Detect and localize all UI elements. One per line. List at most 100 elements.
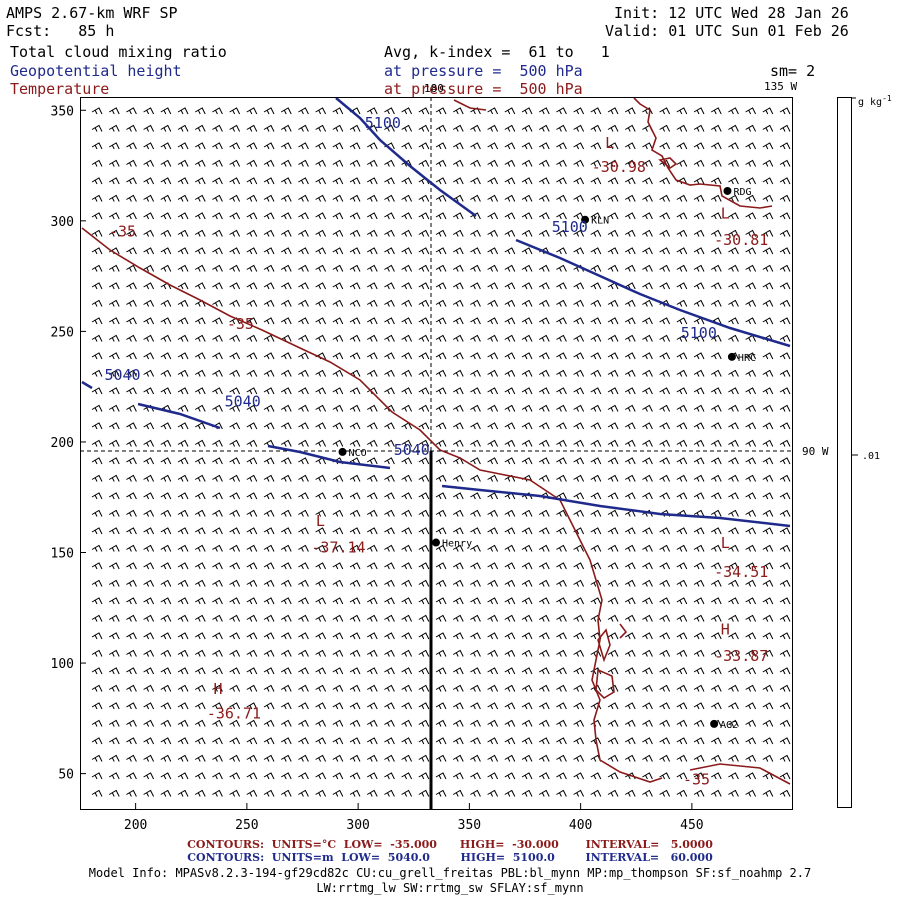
wind-barb: [194, 737, 206, 745]
wind-barb: [229, 544, 241, 552]
wind-barb: [212, 124, 223, 132]
wind-barb: [366, 369, 378, 377]
wind-barb: [401, 107, 413, 115]
wind-barb: [349, 684, 361, 692]
wind-barb: [745, 632, 757, 640]
wind-barb: [143, 702, 155, 710]
wind-barb: [108, 597, 120, 605]
wind-barb: [332, 632, 344, 640]
wind-barb: [659, 264, 671, 272]
wind-barb: [212, 317, 223, 325]
wind-barb: [710, 474, 722, 482]
wind-barb: [298, 264, 309, 272]
wind-barb: [212, 789, 223, 797]
wind-barb: [143, 369, 155, 377]
wind-barb: [298, 107, 309, 115]
wind-barb: [676, 369, 688, 377]
wind-barb: [315, 632, 327, 640]
wind-barb: [366, 229, 378, 237]
y-tick-label: 150: [51, 547, 74, 562]
wind-barb: [194, 544, 206, 552]
wind-barb: [693, 177, 705, 185]
wind-barb: [556, 597, 567, 605]
wind-barb: [556, 334, 567, 342]
wind-barb: [194, 369, 206, 377]
wind-barb: [745, 562, 757, 570]
wind-barb: [229, 404, 241, 412]
wind-barb: [452, 754, 464, 762]
wind-barb: [521, 719, 533, 727]
wind-barb: [366, 439, 378, 447]
wind-barb: [177, 404, 189, 412]
wind-barb: [263, 474, 275, 482]
wind-barb: [642, 667, 653, 675]
wind-barb: [676, 579, 688, 587]
wind-barb: [229, 579, 241, 587]
wind-barb: [538, 124, 550, 132]
forecast-hour: Fcst: 85 h: [6, 22, 115, 40]
wind-barb: [384, 334, 395, 342]
wind-barb: [659, 142, 671, 150]
wind-barb: [710, 369, 722, 377]
wind-barb: [194, 579, 206, 587]
wind-barb: [470, 124, 481, 132]
wind-barb: [607, 422, 619, 430]
wind-barb: [676, 124, 688, 132]
wind-barb: [487, 544, 499, 552]
wind-barb: [521, 544, 533, 552]
wind-barb: [160, 544, 172, 552]
wind-barb: [91, 754, 103, 762]
wind-barb: [452, 527, 464, 535]
wind-barb: [177, 212, 189, 220]
wind-barb: [538, 562, 550, 570]
wind-barb: [280, 229, 292, 237]
wind-barb: [280, 194, 292, 202]
wind-barb: [659, 579, 671, 587]
wind-barb: [263, 649, 275, 657]
wind-barb: [521, 562, 533, 570]
wind-barb: [624, 369, 636, 377]
wind-barb: [263, 719, 275, 727]
wind-barb: [246, 387, 258, 395]
wind-barb: [91, 247, 103, 255]
wind-barb: [298, 439, 309, 447]
wind-barb: [177, 282, 189, 290]
wind-barb: [590, 719, 602, 727]
wind-barb: [160, 509, 172, 517]
wind-barb: [676, 194, 688, 202]
wind-barb: [315, 142, 327, 150]
wind-barb: [194, 387, 206, 395]
wind-barb: [659, 107, 671, 115]
wind-barb: [246, 124, 258, 132]
wind-barb: [470, 439, 481, 447]
wind-barb: [573, 142, 585, 150]
wind-barb: [160, 334, 172, 342]
wind-barb: [452, 667, 464, 675]
wind-barb: [315, 177, 327, 185]
wind-barb: [779, 404, 791, 412]
wind-barb: [745, 579, 757, 587]
wind-barb: [624, 212, 636, 220]
wind-barb: [349, 282, 361, 290]
wind-barb: [659, 737, 671, 745]
wind-barb: [212, 457, 223, 465]
wind-barb: [418, 667, 430, 675]
wind-barb: [504, 229, 516, 237]
wind-barb: [538, 632, 550, 640]
wind-barb: [452, 194, 464, 202]
wind-barb: [745, 317, 757, 325]
wind-barb: [762, 754, 774, 762]
wind-barb: [642, 439, 653, 447]
wind-barb: [676, 719, 688, 727]
wind-barb: [762, 124, 774, 132]
wind-barb: [246, 474, 258, 482]
wind-barb: [745, 264, 757, 272]
wind-barb: [642, 247, 653, 255]
wind-barb: [452, 212, 464, 220]
wind-barb: [521, 579, 533, 587]
wind-barb: [194, 614, 206, 622]
wind-barb: [280, 649, 292, 657]
wind-barb: [762, 404, 774, 412]
station-dot: [338, 447, 347, 456]
wind-barb: [366, 474, 378, 482]
